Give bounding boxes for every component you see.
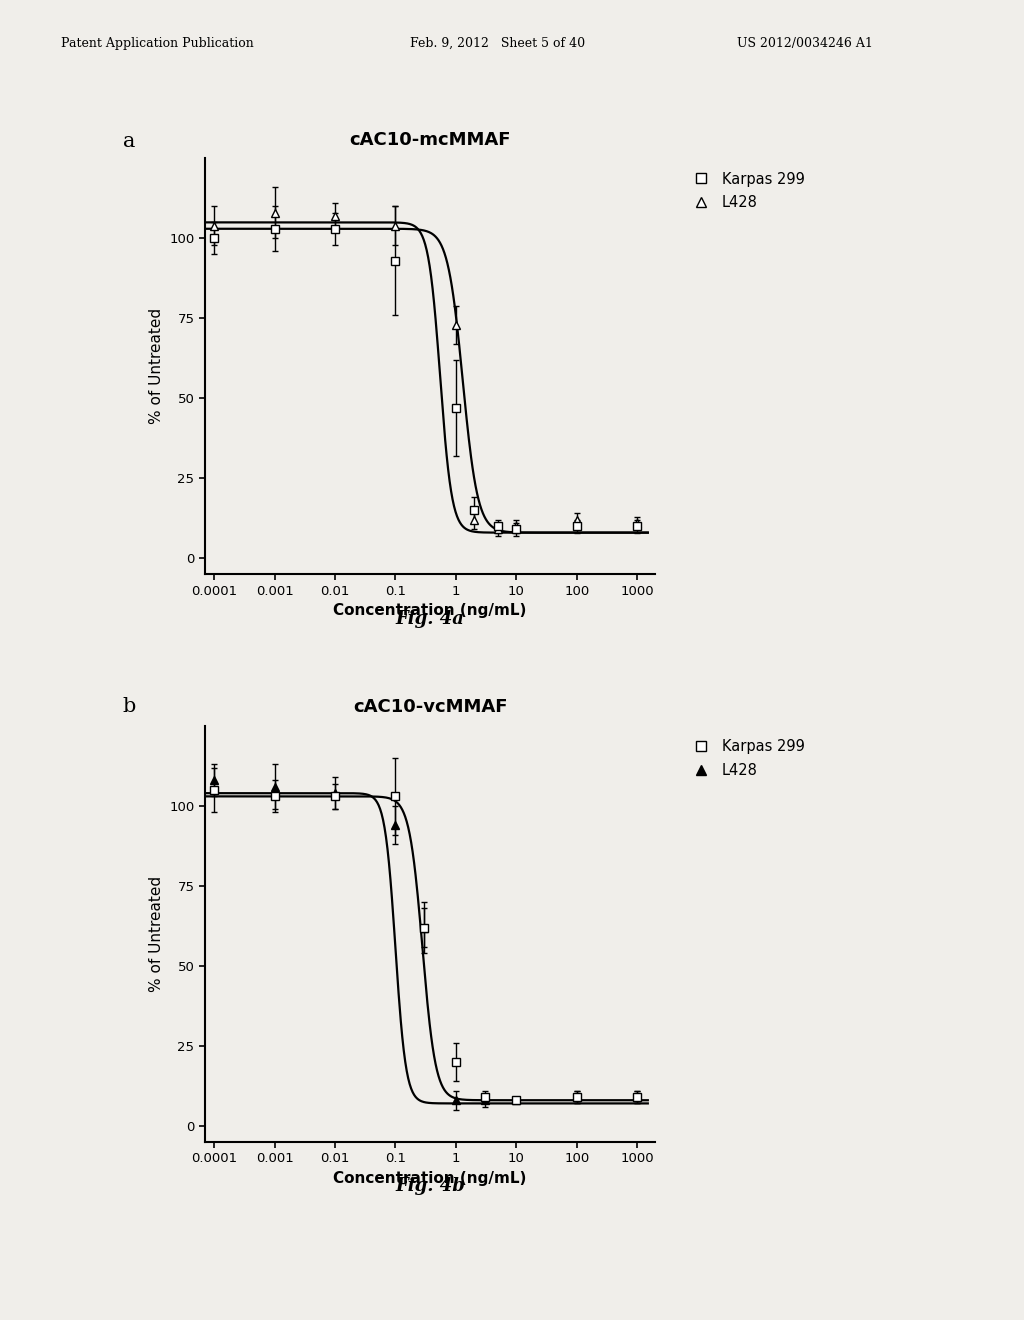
Text: US 2012/0034246 A1: US 2012/0034246 A1 — [737, 37, 873, 50]
Legend: Karpas 299, L428: Karpas 299, L428 — [681, 166, 810, 216]
Text: Fig. 4b: Fig. 4b — [395, 1177, 465, 1196]
Title: cAC10-mcMMAF: cAC10-mcMMAF — [349, 131, 511, 149]
Text: Patent Application Publication: Patent Application Publication — [61, 37, 254, 50]
Text: Fig. 4a: Fig. 4a — [395, 610, 465, 628]
X-axis label: Concentration (ng/mL): Concentration (ng/mL) — [334, 603, 526, 618]
X-axis label: Concentration (ng/mL): Concentration (ng/mL) — [334, 1171, 526, 1185]
Text: Feb. 9, 2012   Sheet 5 of 40: Feb. 9, 2012 Sheet 5 of 40 — [410, 37, 585, 50]
Title: cAC10-vcMMAF: cAC10-vcMMAF — [353, 698, 507, 717]
Text: a: a — [123, 132, 135, 150]
Legend: Karpas 299, L428: Karpas 299, L428 — [681, 734, 810, 784]
Y-axis label: % of Untreated: % of Untreated — [148, 876, 164, 991]
Text: b: b — [123, 697, 136, 715]
Y-axis label: % of Untreated: % of Untreated — [148, 309, 164, 424]
